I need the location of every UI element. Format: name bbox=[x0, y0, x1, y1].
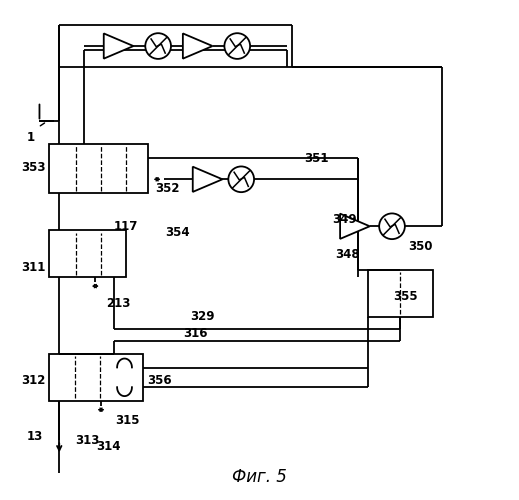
Text: 350: 350 bbox=[408, 240, 432, 253]
Bar bbox=[49, 144, 148, 193]
Bar bbox=[368, 270, 432, 317]
Text: 313: 313 bbox=[76, 434, 100, 447]
Text: 351: 351 bbox=[304, 152, 329, 165]
Polygon shape bbox=[340, 214, 370, 239]
Bar bbox=[49, 354, 143, 401]
Text: 353: 353 bbox=[21, 161, 46, 174]
Text: 356: 356 bbox=[147, 374, 171, 388]
Circle shape bbox=[379, 214, 405, 239]
Text: 315: 315 bbox=[115, 414, 140, 427]
Circle shape bbox=[145, 33, 171, 59]
Text: 352: 352 bbox=[156, 182, 180, 194]
Text: 348: 348 bbox=[335, 248, 360, 262]
Circle shape bbox=[228, 166, 254, 192]
Bar bbox=[49, 230, 126, 277]
Text: 355: 355 bbox=[393, 290, 418, 304]
Text: 213: 213 bbox=[106, 297, 131, 310]
Circle shape bbox=[224, 33, 250, 59]
Polygon shape bbox=[193, 166, 223, 192]
Text: 117: 117 bbox=[114, 220, 138, 233]
Text: 312: 312 bbox=[21, 374, 46, 386]
Text: Фиг. 5: Фиг. 5 bbox=[232, 468, 287, 486]
Text: 13: 13 bbox=[27, 430, 44, 444]
Text: 329: 329 bbox=[190, 310, 215, 323]
Text: 354: 354 bbox=[166, 226, 190, 239]
Text: 314: 314 bbox=[97, 440, 121, 454]
Text: 311: 311 bbox=[21, 261, 46, 274]
Text: 349: 349 bbox=[333, 213, 357, 226]
Text: 1: 1 bbox=[27, 131, 35, 144]
Text: 316: 316 bbox=[183, 326, 208, 340]
Polygon shape bbox=[104, 34, 133, 58]
Polygon shape bbox=[183, 34, 212, 58]
